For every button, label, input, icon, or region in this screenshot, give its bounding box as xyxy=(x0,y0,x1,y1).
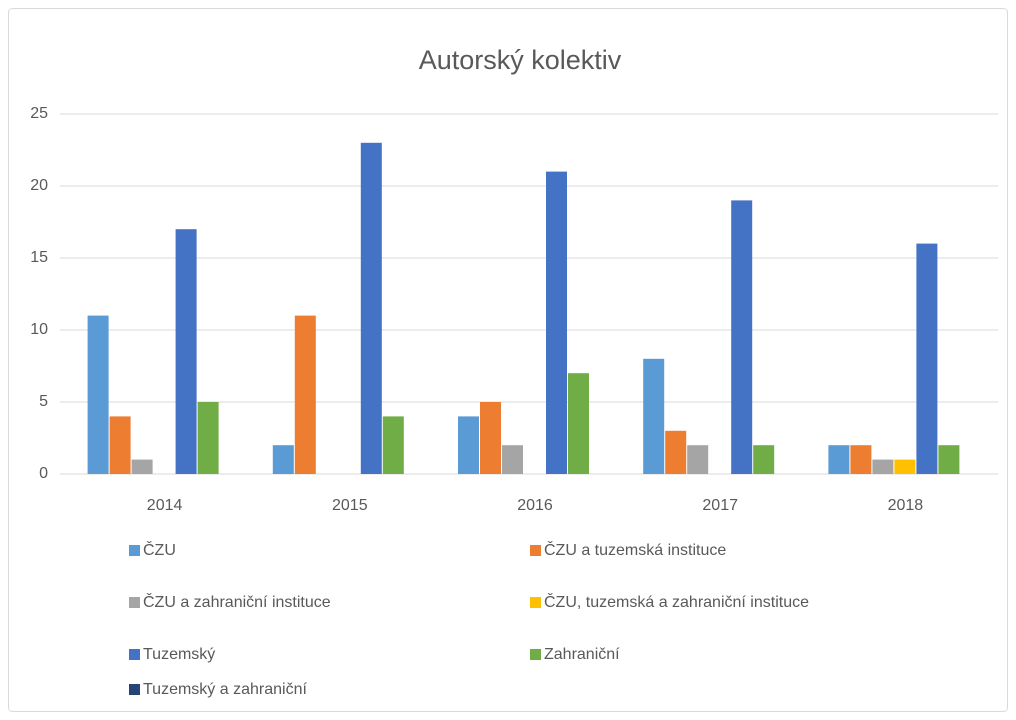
bar xyxy=(360,142,382,475)
bar xyxy=(480,402,501,474)
legend-swatch xyxy=(530,649,541,660)
legend-swatch xyxy=(530,545,541,556)
y-tick-label: 10 xyxy=(30,321,48,338)
bar xyxy=(916,243,938,474)
bar xyxy=(382,416,404,474)
y-tick-label: 0 xyxy=(39,465,48,482)
bar xyxy=(272,445,294,474)
bar xyxy=(109,416,131,474)
bar xyxy=(175,229,197,474)
bar xyxy=(643,358,665,474)
chart-title: Autorský kolektiv xyxy=(419,45,622,75)
y-tick-label: 20 xyxy=(30,177,48,194)
bar xyxy=(546,171,567,474)
bar xyxy=(665,430,687,474)
legend-swatch xyxy=(129,649,140,660)
legend-label: ČZU xyxy=(143,540,176,559)
legend-swatch xyxy=(129,597,140,608)
bar xyxy=(458,416,479,474)
bar xyxy=(828,445,850,474)
bar xyxy=(731,200,753,474)
x-tick-label: 2015 xyxy=(332,497,368,514)
bar xyxy=(894,459,916,474)
bar xyxy=(753,445,775,474)
bar xyxy=(687,445,709,474)
bar xyxy=(294,315,316,474)
bar xyxy=(568,373,589,474)
legend-label: Zahraniční xyxy=(544,646,620,663)
x-tick-label: 2014 xyxy=(147,497,183,514)
bar xyxy=(502,445,523,474)
y-tick-label: 25 xyxy=(30,105,48,122)
legend-swatch xyxy=(129,684,140,695)
y-tick-label: 5 xyxy=(39,393,48,410)
x-tick-label: 2018 xyxy=(888,497,924,514)
bar xyxy=(872,459,894,474)
bar xyxy=(131,459,153,474)
bar xyxy=(850,445,872,474)
x-tick-label: 2016 xyxy=(517,497,553,514)
legend-label: Tuzemský xyxy=(143,646,215,663)
legend-swatch xyxy=(129,545,140,556)
legend-label: ČZU a zahraniční instituce xyxy=(143,592,331,611)
legend-label: ČZU a tuzemská instituce xyxy=(544,540,726,559)
legend-label: ČZU, tuzemská a zahraniční instituce xyxy=(544,592,809,611)
bar xyxy=(197,402,219,474)
legend-label: Tuzemský a zahraniční xyxy=(143,681,307,698)
bar xyxy=(87,315,109,474)
legend-swatch xyxy=(530,597,541,608)
x-tick-label: 2017 xyxy=(702,497,738,514)
y-tick-label: 15 xyxy=(30,249,48,266)
chart-frame xyxy=(8,8,1008,712)
bar xyxy=(938,445,960,474)
